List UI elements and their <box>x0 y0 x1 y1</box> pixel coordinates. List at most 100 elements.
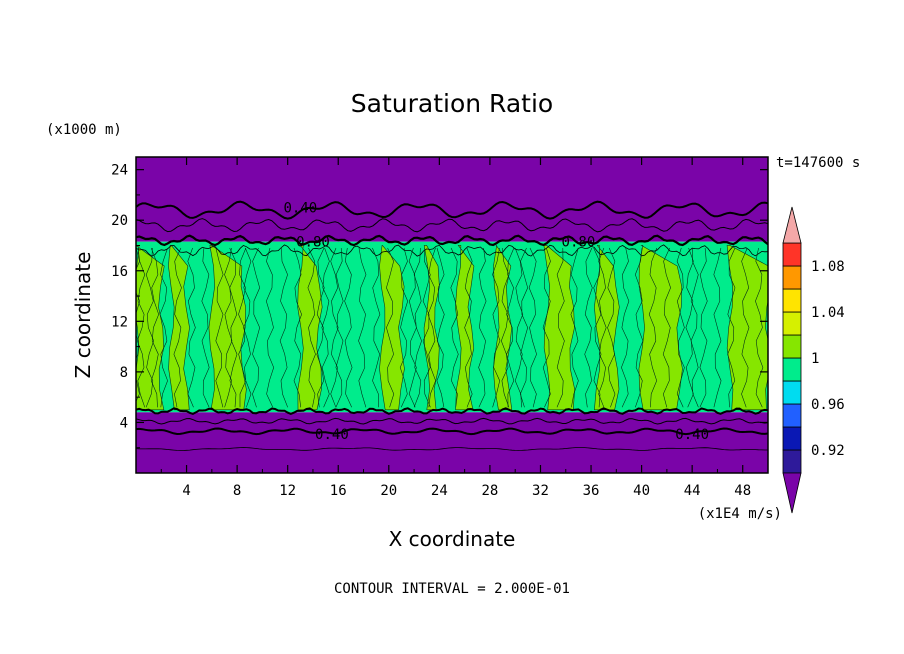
moist-column <box>726 245 768 411</box>
time-label: t=147600 s <box>776 155 860 171</box>
colorbar-label: 0.96 <box>811 397 845 413</box>
contour-streak <box>621 247 630 408</box>
contour-streak <box>243 247 252 408</box>
contour-streak <box>321 247 330 408</box>
x-tick-label: 48 <box>734 483 751 499</box>
x-tick-label: 8 <box>233 483 241 499</box>
contour-streak <box>316 247 325 408</box>
y-tick-label: 12 <box>111 314 128 330</box>
colorbar-segment <box>782 403 802 428</box>
contour-streak <box>556 247 565 408</box>
y-unit-label: (x1000 m) <box>46 122 122 138</box>
x-tick-label: 12 <box>279 483 296 499</box>
colorbar-segment <box>782 426 802 451</box>
colorbar-segment <box>782 449 802 474</box>
x-axis-title: X coordinate <box>389 527 516 551</box>
contour-streak <box>159 247 168 408</box>
contour-streak <box>436 247 445 408</box>
contour-streak <box>386 247 395 408</box>
y-tick-label: 4 <box>120 415 128 431</box>
colorbar-segment <box>782 380 802 405</box>
x-tick-label: 28 <box>481 483 498 499</box>
moist-column <box>423 245 440 411</box>
x-axis-ticks: 4 8 12 16 20 24 28 32 36 40 44 48 <box>160 157 769 499</box>
x-tick-label: 32 <box>532 483 549 499</box>
contour-streak <box>224 247 233 408</box>
plot-area <box>136 157 768 473</box>
moist-column <box>297 245 323 411</box>
colorbar: 1.08 1.04 1 0.96 0.92 <box>782 206 845 514</box>
contour-streak <box>201 247 210 408</box>
contour-streak <box>413 247 422 408</box>
y-axis-title: Z coordinate <box>71 252 95 379</box>
x-tick-label: 16 <box>330 483 347 499</box>
y-tick-label: 20 <box>111 213 128 229</box>
y-tick-label: 8 <box>120 365 128 381</box>
x-tick-label: 20 <box>380 483 397 499</box>
contour-label: 0.80 <box>296 235 330 251</box>
contour-lines <box>136 200 768 451</box>
y-tick-label: 24 <box>111 163 128 179</box>
contour-streak <box>598 247 607 408</box>
contour-streak <box>727 247 736 408</box>
contour-streak <box>150 247 160 408</box>
contour-streak <box>293 247 302 408</box>
colorbar-segment <box>782 357 802 382</box>
contour-label: 0.80 <box>562 235 596 251</box>
colorbar-over-arrow <box>782 206 802 244</box>
contour-0-80-lower <box>136 407 768 415</box>
contour-label: 0.40 <box>315 427 349 443</box>
contour-streak <box>464 247 473 408</box>
x-tick-label: 4 <box>182 483 190 499</box>
contour-0-40-upper <box>136 200 768 220</box>
contour-streak <box>648 247 658 408</box>
colorbar-segment <box>782 334 802 359</box>
contour-streak <box>335 247 344 408</box>
moist-column <box>638 245 683 411</box>
contour-streak <box>173 247 182 408</box>
colorbar-label: 0.92 <box>811 443 845 459</box>
contour-streak <box>279 247 288 408</box>
contour-streak <box>478 247 487 408</box>
contour-streak <box>699 247 708 408</box>
contour-labels: 0.40 0.80 0.80 0.40 0.40 <box>283 201 709 443</box>
contour-0-40-lower <box>136 427 768 436</box>
contour-streak <box>676 247 685 408</box>
contour-streak <box>399 247 409 408</box>
contour-interval-note: CONTOUR INTERVAL = 2.000E-01 <box>334 581 570 597</box>
x-unit-label: (x1E4 m/s) <box>698 506 782 522</box>
contour-streak <box>229 247 238 408</box>
colorbar-label: 1.08 <box>811 259 845 275</box>
moist-column <box>543 245 575 411</box>
y-tick-label: 16 <box>111 264 128 280</box>
contour-label: 0.40 <box>675 427 709 443</box>
contour-streak <box>358 247 367 408</box>
colorbar-under-arrow <box>782 472 802 514</box>
contour-streak <box>519 247 529 408</box>
contour-streak <box>685 247 694 408</box>
colorbar-segment <box>782 265 802 290</box>
y-axis-ticks: 4 8 12 16 20 24 <box>111 163 768 449</box>
colorbar-segment <box>782 288 802 313</box>
contour-0-90-upper <box>136 244 768 257</box>
contour-streak <box>528 247 537 408</box>
contour-streak <box>607 247 616 408</box>
contour-streak <box>307 247 316 408</box>
x-tick-label: 40 <box>633 483 650 499</box>
contour-streak <box>662 247 671 408</box>
contour-streak <box>713 247 722 408</box>
contour-0-80-upper <box>136 234 768 247</box>
colorbar-segment <box>782 311 802 336</box>
contour-streak <box>634 247 644 408</box>
moist-column <box>136 245 165 411</box>
contour-streak <box>492 247 501 408</box>
contour-streak <box>506 247 515 408</box>
contour-streak <box>593 247 602 408</box>
contour-streak <box>344 247 353 408</box>
contour-streak <box>330 247 339 408</box>
contour-streak <box>422 247 431 408</box>
colorbar-label: 1 <box>811 351 819 367</box>
contour-streak <box>690 247 699 408</box>
contour-streak <box>542 247 551 408</box>
